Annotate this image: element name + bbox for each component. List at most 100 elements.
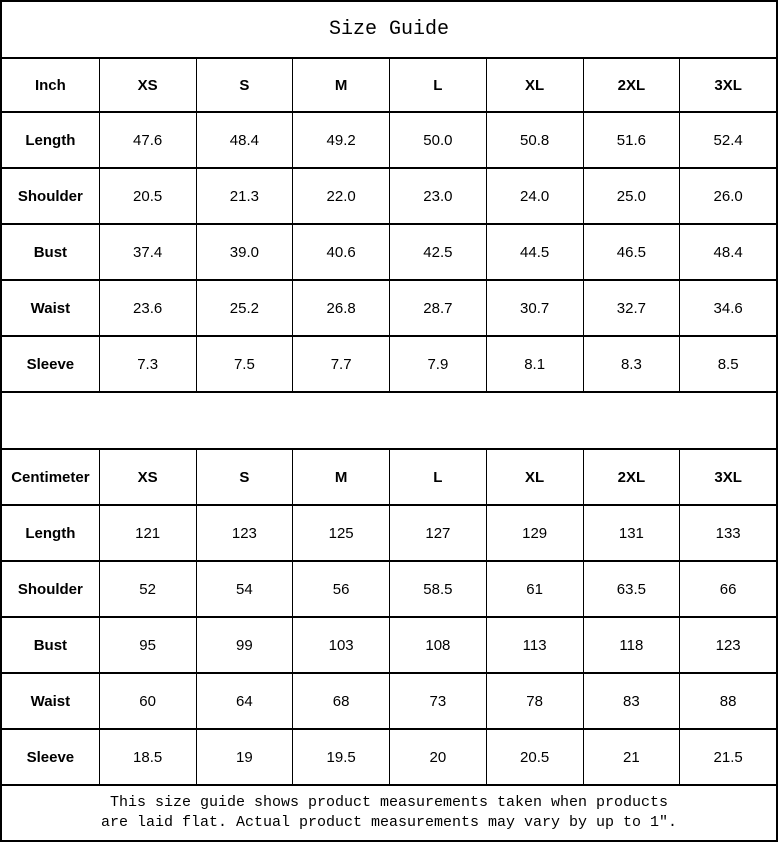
measurement-value: 64: [195, 674, 293, 728]
measurement-value: 44.5: [485, 225, 583, 279]
measurement-label: Length: [25, 131, 76, 149]
size-header-row: Centimeter XS S M L XL 2XL 3XL: [2, 450, 776, 506]
measurement-value: 23.6: [98, 281, 196, 335]
measurement-value: 54: [195, 562, 293, 616]
size-column-header: XS: [98, 59, 196, 111]
measurement-value: 123: [679, 618, 776, 672]
measurement-value: 113: [485, 618, 583, 672]
measurement-value: 30.7: [485, 281, 583, 335]
measurement-value: 34.6: [679, 281, 776, 335]
measurement-label: Waist: [30, 692, 71, 710]
measurement-value: 40.6: [292, 225, 389, 279]
measurement-value: 7.3: [98, 337, 196, 391]
footer-note-line2: are laid flat. Actual product measuremen…: [100, 814, 678, 831]
measurement-value: 21.3: [195, 169, 293, 223]
inch-size-table: Inch XS S M L XL 2XL 3XL Length 47.6 48.4 49.2 50.0 5…: [2, 59, 776, 393]
size-column-header: XL: [485, 450, 583, 504]
unit-label: Inch: [34, 76, 66, 94]
measurement-value: 49.2: [292, 113, 389, 167]
measurement-value: 123: [195, 506, 293, 560]
measurement-value: 8.5: [679, 337, 776, 391]
measurement-value: 66: [679, 562, 776, 616]
size-column-header: XS: [98, 450, 196, 504]
measurement-value: 8.3: [582, 337, 680, 391]
unit-label: Centimeter: [11, 468, 90, 486]
measurement-value: 46.5: [582, 225, 680, 279]
measurement-label: Length: [25, 524, 76, 542]
measurement-row: Waist 60 64 68 73 78 83 88: [2, 674, 776, 730]
size-header-row: Inch XS S M L XL 2XL 3XL: [2, 59, 776, 113]
size-column-header: 2XL: [582, 59, 680, 111]
measurement-value: 19.5: [292, 730, 389, 784]
measurement-value: 47.6: [98, 113, 196, 167]
size-column-header: 3XL: [679, 59, 776, 111]
measurement-value: 129: [485, 506, 583, 560]
size-column-header: M: [292, 450, 389, 504]
measurement-row: Sleeve 18.5 19 19.5 20 20.5 21 21.5: [2, 730, 776, 786]
size-column-header: S: [195, 450, 293, 504]
measurement-row: Shoulder 52 54 56 58.5 61 63.5 66: [2, 562, 776, 618]
measurement-value: 121: [98, 506, 196, 560]
measurement-value: 20.5: [98, 169, 196, 223]
measurement-value: 25.0: [582, 169, 680, 223]
measurement-value: 24.0: [485, 169, 583, 223]
measurement-row: Bust 95 99 103 108 113 118 123: [2, 618, 776, 674]
measurement-label: Bust: [33, 636, 68, 654]
measurement-value: 131: [582, 506, 680, 560]
measurement-value: 50.8: [485, 113, 583, 167]
measurement-value: 48.4: [195, 113, 293, 167]
measurement-value: 21: [582, 730, 680, 784]
measurement-row: Length 121 123 125 127 129 131 133: [2, 506, 776, 562]
measurement-value: 42.5: [389, 225, 486, 279]
measurement-row: Bust 37.4 39.0 40.6 42.5 44.5 46.5 48.4: [2, 225, 776, 281]
measurement-value: 20.5: [485, 730, 583, 784]
measurement-value: 23.0: [389, 169, 486, 223]
table-spacer: [2, 393, 776, 450]
measurement-label: Sleeve: [26, 748, 75, 766]
measurement-label: Shoulder: [17, 187, 83, 205]
measurement-value: 51.6: [582, 113, 680, 167]
measurement-value: 50.0: [389, 113, 486, 167]
footer-note-line1: This size guide shows product measuremen…: [109, 794, 669, 811]
measurement-value: 88: [679, 674, 776, 728]
measurement-value: 61: [485, 562, 583, 616]
measurement-value: 48.4: [679, 225, 776, 279]
measurement-row: Shoulder 20.5 21.3 22.0 23.0 24.0 25.0 26.0: [2, 169, 776, 225]
measurement-row: Length 47.6 48.4 49.2 50.0 50.8 51.6 52.4: [2, 113, 776, 169]
measurement-value: 26.8: [292, 281, 389, 335]
measurement-value: 7.5: [195, 337, 293, 391]
measurement-value: 32.7: [582, 281, 680, 335]
measurement-value: 37.4: [98, 225, 196, 279]
measurement-value: 118: [582, 618, 680, 672]
size-column-header: XL: [485, 59, 583, 111]
measurement-value: 78: [485, 674, 583, 728]
measurement-value: 21.5: [679, 730, 776, 784]
measurement-value: 8.1: [485, 337, 583, 391]
measurement-label: Bust: [33, 243, 68, 261]
measurement-value: 7.9: [389, 337, 486, 391]
measurement-value: 20: [389, 730, 486, 784]
measurement-value: 63.5: [582, 562, 680, 616]
measurement-value: 73: [389, 674, 486, 728]
measurement-label: Waist: [30, 299, 71, 317]
measurement-row: Sleeve 7.3 7.5 7.7 7.9 8.1 8.3 8.5: [2, 337, 776, 393]
measurement-value: 39.0: [195, 225, 293, 279]
measurement-value: 83: [582, 674, 680, 728]
measurement-value: 133: [679, 506, 776, 560]
size-column-header: 3XL: [679, 450, 776, 504]
centimeter-size-table: Centimeter XS S M L XL 2XL 3XL Length 121 123 125 12…: [2, 450, 776, 786]
measurement-value: 52.4: [679, 113, 776, 167]
measurement-value: 22.0: [292, 169, 389, 223]
measurement-value: 52: [98, 562, 196, 616]
measurement-value: 58.5: [389, 562, 486, 616]
size-column-header: M: [292, 59, 389, 111]
size-column-header: L: [389, 450, 486, 504]
measurement-value: 56: [292, 562, 389, 616]
measurement-row: Waist 23.6 25.2 26.8 28.7 30.7 32.7 34.6: [2, 281, 776, 337]
measurement-value: 19: [195, 730, 293, 784]
measurement-value: 68: [292, 674, 389, 728]
size-column-header: S: [195, 59, 293, 111]
size-column-header: L: [389, 59, 486, 111]
measurement-value: 7.7: [292, 337, 389, 391]
